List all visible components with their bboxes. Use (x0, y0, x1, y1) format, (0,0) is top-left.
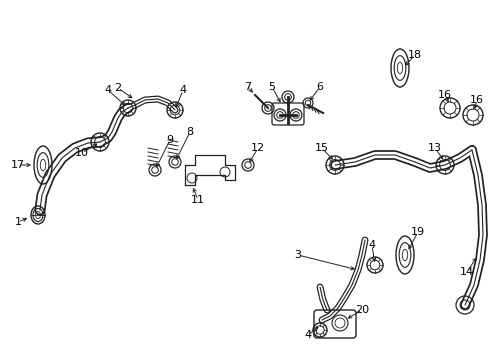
Text: 13: 13 (428, 143, 442, 153)
Text: 9: 9 (167, 135, 173, 145)
Text: 12: 12 (251, 143, 265, 153)
Text: 7: 7 (245, 82, 251, 92)
Text: 4: 4 (104, 85, 112, 95)
Text: 11: 11 (191, 195, 205, 205)
Text: 5: 5 (269, 82, 275, 92)
Text: 16: 16 (438, 90, 452, 100)
Text: 18: 18 (408, 50, 422, 60)
Text: 4: 4 (304, 330, 312, 340)
Text: 4: 4 (179, 85, 187, 95)
Text: 6: 6 (317, 82, 323, 92)
Text: 8: 8 (186, 127, 194, 137)
Text: 1: 1 (15, 217, 22, 227)
Text: 3: 3 (294, 250, 301, 260)
Text: 14: 14 (460, 267, 474, 277)
Text: 17: 17 (11, 160, 25, 170)
Text: 15: 15 (315, 143, 329, 153)
Text: 20: 20 (355, 305, 369, 315)
Text: 16: 16 (470, 95, 484, 105)
Text: 4: 4 (368, 240, 375, 250)
Text: 10: 10 (75, 148, 89, 158)
Text: 2: 2 (115, 83, 122, 93)
Text: 19: 19 (411, 227, 425, 237)
